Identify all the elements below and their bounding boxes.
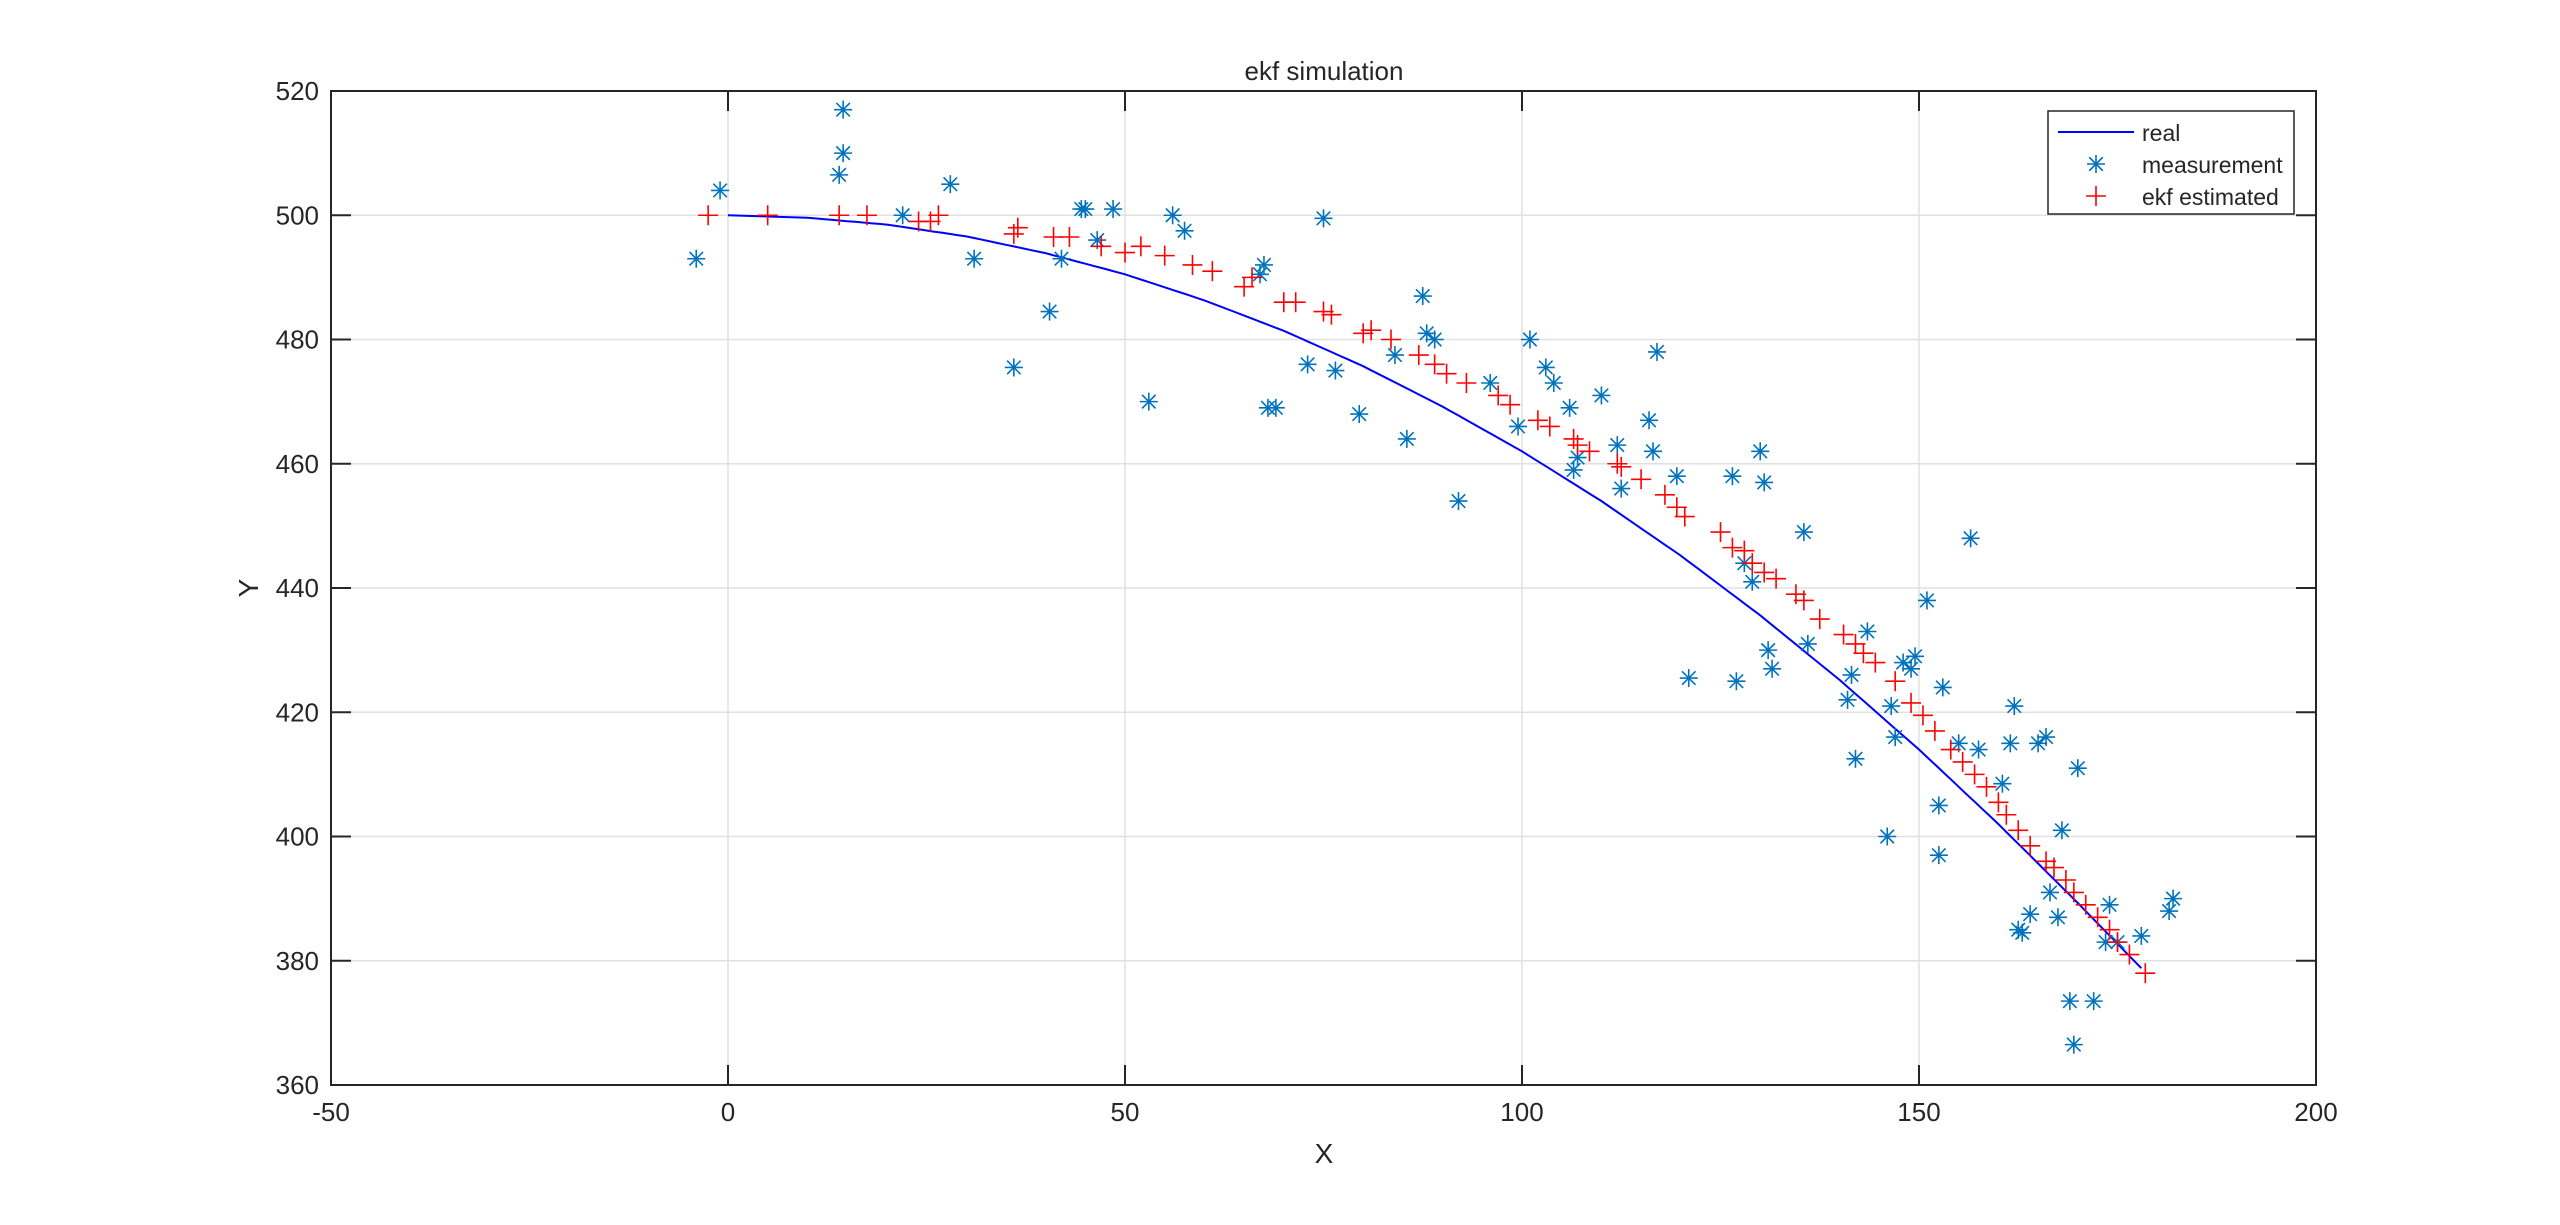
- series-measurement-markers: [687, 100, 2183, 1054]
- series-ekf-markers: [698, 205, 2156, 984]
- legend-label-ekf: ekf estimated: [2142, 184, 2279, 210]
- legend-asterisk-icon: [2087, 155, 2105, 173]
- x-tick-label: 0: [721, 1097, 735, 1127]
- x-tick-label: 50: [1111, 1097, 1140, 1127]
- y-tick-label: 500: [276, 200, 319, 230]
- y-tick-label: 520: [276, 76, 319, 106]
- axis-ticks: -50 0 50 100 150 200 360 380 400 420 440 460 480 500 5…: [276, 76, 2338, 1127]
- legend-label-measurement: measurement: [2142, 152, 2283, 178]
- y-tick-label: 420: [276, 697, 319, 727]
- x-tick-label: 150: [1897, 1097, 1940, 1127]
- series-real-line: [727, 214, 2143, 969]
- y-tick-label: 440: [276, 573, 319, 603]
- y-tick-label: 400: [276, 822, 319, 852]
- y-tick-label: 460: [276, 449, 319, 479]
- y-tick-label: 360: [276, 1070, 319, 1100]
- x-axis-label: X: [1315, 1138, 1334, 1169]
- y-tick-label: 380: [276, 946, 319, 976]
- legend-plus-icon: [2086, 186, 2106, 206]
- x-tick-label: 100: [1500, 1097, 1543, 1127]
- y-tick-label: 480: [276, 325, 319, 355]
- legend[interactable]: real measurement ekf estimated: [2047, 110, 2295, 215]
- x-tick-label: -50: [312, 1097, 350, 1127]
- chart-title: ekf simulation: [1245, 56, 1404, 86]
- legend-box: [2047, 110, 2295, 215]
- y-axis-label: Y: [233, 578, 264, 597]
- legend-label-real: real: [2142, 120, 2180, 146]
- x-tick-label: 200: [2294, 1097, 2337, 1127]
